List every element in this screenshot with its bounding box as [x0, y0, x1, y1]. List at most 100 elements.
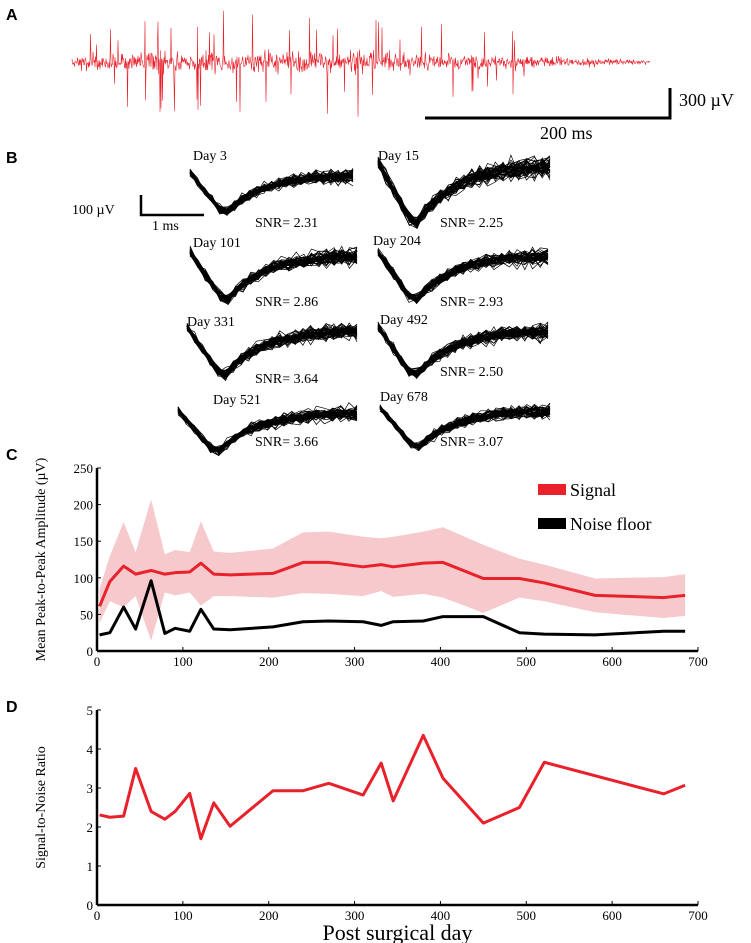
- raw-signal-trace: [71, 10, 651, 117]
- waveform-day-label: Day 492: [380, 313, 428, 328]
- waveform-panel: 100 µV 1 ms Day 3 SNR= 2.31 Day 15 SNR= 2.2…: [72, 149, 551, 457]
- spike-waveform: [177, 408, 358, 453]
- waveform-day-label: Day 331: [187, 315, 235, 330]
- waveform-snr-label: SNR= 2.86: [255, 295, 318, 310]
- x-tick-label: 700: [688, 908, 708, 923]
- y-tick-label: 3: [87, 781, 94, 796]
- x-tick-label: 0: [94, 654, 101, 669]
- series-line-signal: [98, 560, 686, 607]
- waveform-snr-label: SNR= 2.31: [255, 216, 318, 231]
- waveform-day-label: Day 678: [380, 390, 428, 405]
- x-tick-label: 200: [259, 654, 279, 669]
- series-line-snr: [99, 733, 686, 841]
- spike-waveform: [177, 409, 358, 451]
- spike-waveform: [186, 324, 358, 377]
- legend-swatch-0: [538, 484, 566, 495]
- waveform-snr-label: SNR= 3.64: [255, 372, 318, 387]
- spike-waveform: [377, 165, 551, 221]
- x-tick-label: 400: [431, 654, 451, 669]
- scale-time-label-a: 200 ms: [540, 123, 593, 143]
- waveform-day-label: Day 204: [373, 234, 421, 249]
- spike-waveform: [377, 322, 549, 372]
- y-tick-label: 2: [87, 820, 94, 835]
- legend-swatch-1: [538, 518, 566, 529]
- waveform-snr-label: SNR= 3.66: [255, 435, 318, 450]
- spike-waveform: [379, 407, 551, 449]
- spike-waveform-group: [377, 246, 549, 305]
- waveform-day-label: Day 15: [378, 149, 419, 164]
- x-tick-label: 600: [602, 908, 622, 923]
- y-tick-label: 0: [87, 644, 94, 659]
- x-tick-label: 500: [517, 908, 537, 923]
- y-tick-label: 5: [87, 703, 94, 718]
- amplitude-chart: 0 100 200 300 400 500 600 700 0 50 100 150 200 250 Mea…: [34, 457, 708, 669]
- scale-voltage-label-a: 300 µV: [679, 90, 734, 110]
- spike-waveform: [177, 409, 358, 452]
- y-axis-label: Mean Peak-to-Peak Amplitude (µV): [34, 457, 49, 661]
- spike-waveform: [186, 325, 358, 377]
- panel-label-b: B: [6, 150, 18, 167]
- x-axis-label: Post surgical day: [323, 920, 473, 943]
- spike-waveform-group: [189, 245, 358, 306]
- scale-bar-b: [139, 195, 204, 217]
- spike-waveform: [177, 408, 358, 453]
- spike-waveform: [377, 161, 551, 227]
- y-tick-label: 1: [87, 859, 94, 874]
- spike-waveform-group: [379, 402, 551, 452]
- y-tick-label: 4: [87, 742, 94, 757]
- waveform-day-label: Day 101: [193, 236, 241, 251]
- spike-waveform-group: [377, 321, 549, 380]
- spike-waveform: [189, 169, 354, 212]
- spike-waveform-group: [177, 402, 358, 457]
- y-tick-label: 50: [80, 607, 93, 622]
- spike-waveform: [379, 405, 551, 448]
- spike-waveform-group: [186, 322, 358, 382]
- raw-trace-panel: 300 µV 200 ms: [71, 10, 734, 143]
- waveform-snr-label: SNR= 2.25: [440, 216, 503, 231]
- signal-error-band: [99, 499, 686, 641]
- y-tick-label: 250: [74, 461, 94, 476]
- waveform-day-label: Day 521: [213, 393, 261, 408]
- y-tick-label: 200: [74, 498, 94, 513]
- x-tick-label: 600: [602, 654, 622, 669]
- x-tick-label: 400: [431, 908, 451, 923]
- panel-label-a: A: [6, 7, 18, 24]
- spike-waveform: [186, 325, 358, 378]
- spike-waveform: [377, 157, 551, 222]
- x-tick-label: 200: [259, 908, 279, 923]
- scale-voltage-label-b: 100 µV: [72, 203, 115, 218]
- scale-bar-a: [425, 88, 672, 120]
- spike-waveform: [377, 159, 551, 220]
- spike-waveform: [377, 247, 549, 304]
- x-tick-label: 0: [94, 908, 101, 923]
- legend-label-1: Noise floor: [570, 514, 651, 534]
- scale-time-label-b: 1 ms: [152, 219, 179, 234]
- x-tick-label: 300: [345, 908, 365, 923]
- snr-chart: 0 100 200 300 400 500 600 700 0 1 2 3 4 5 Signal-to-No…: [34, 703, 708, 943]
- x-tick-label: 100: [173, 908, 193, 923]
- x-tick-label: 500: [517, 654, 537, 669]
- legend-label-0: Signal: [570, 480, 616, 500]
- panel-label-c: C: [6, 447, 18, 464]
- x-tick-label: 700: [688, 654, 708, 669]
- waveform-snr-label: SNR= 2.50: [440, 365, 503, 380]
- spike-waveform: [189, 250, 358, 301]
- waveform-snr-label: SNR= 2.93: [440, 295, 503, 310]
- spike-waveform: [186, 323, 358, 376]
- waveform-snr-label: SNR= 3.07: [440, 435, 503, 450]
- waveform-day-label: Day 3: [193, 149, 227, 164]
- spike-waveform: [377, 250, 549, 299]
- y-axis-label: Signal-to-Noise Ratio: [34, 746, 49, 869]
- panel-label-d: D: [6, 699, 18, 716]
- y-tick-label: 0: [87, 898, 94, 913]
- spike-waveform: [379, 406, 551, 452]
- x-tick-label: 100: [173, 654, 193, 669]
- series-line-noise-floor: [99, 579, 686, 637]
- spike-waveform: [377, 326, 549, 376]
- spike-waveform: [186, 325, 358, 374]
- y-tick-label: 100: [74, 571, 94, 586]
- spike-waveform: [379, 405, 551, 448]
- y-tick-label: 150: [74, 534, 94, 549]
- x-tick-label: 300: [345, 654, 365, 669]
- spike-waveform-group: [189, 167, 354, 217]
